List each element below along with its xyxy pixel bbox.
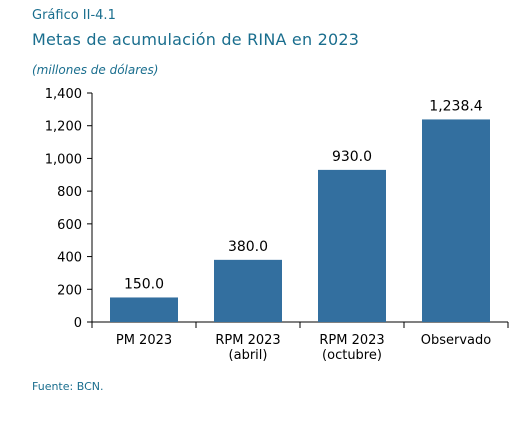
- chart-title: Metas de acumulación de RINA en 2023: [32, 30, 360, 49]
- y-tick-label: 1,400: [45, 87, 82, 102]
- data-label: 380.0: [228, 239, 268, 255]
- bar: [422, 119, 490, 323]
- category-label: Observado: [421, 333, 492, 348]
- category-label: PM 2023: [116, 333, 172, 348]
- data-label: 150.0: [124, 276, 164, 292]
- bar: [318, 169, 386, 322]
- y-tick-label: 400: [57, 251, 82, 266]
- data-label: 930.0: [332, 149, 372, 165]
- y-tick-label: 1,000: [45, 152, 82, 167]
- source-note: Fuente: BCN.: [32, 380, 104, 393]
- category-label: (abril): [229, 348, 268, 363]
- category-label: RPM 2023: [215, 333, 280, 348]
- y-tick-label: 200: [57, 283, 82, 298]
- y-tick-label: 800: [57, 185, 82, 200]
- bar-chart: 0 200 400 600 800 1,000 1,200 1,400 150.0 PM 2023…: [45, 87, 509, 363]
- bar: [110, 297, 178, 322]
- category-label: (octubre): [322, 348, 382, 363]
- chart-subtitle: (millones de dólares): [32, 63, 159, 77]
- y-tick-label: 1,200: [45, 120, 82, 135]
- data-label: 1,238.4: [429, 98, 483, 114]
- bar: [214, 259, 282, 322]
- figure-number: Gráfico II-4.1: [32, 8, 116, 23]
- y-tick-label: 600: [57, 218, 82, 233]
- category-label: RPM 2023: [319, 333, 384, 348]
- y-tick-label: 0: [74, 316, 82, 331]
